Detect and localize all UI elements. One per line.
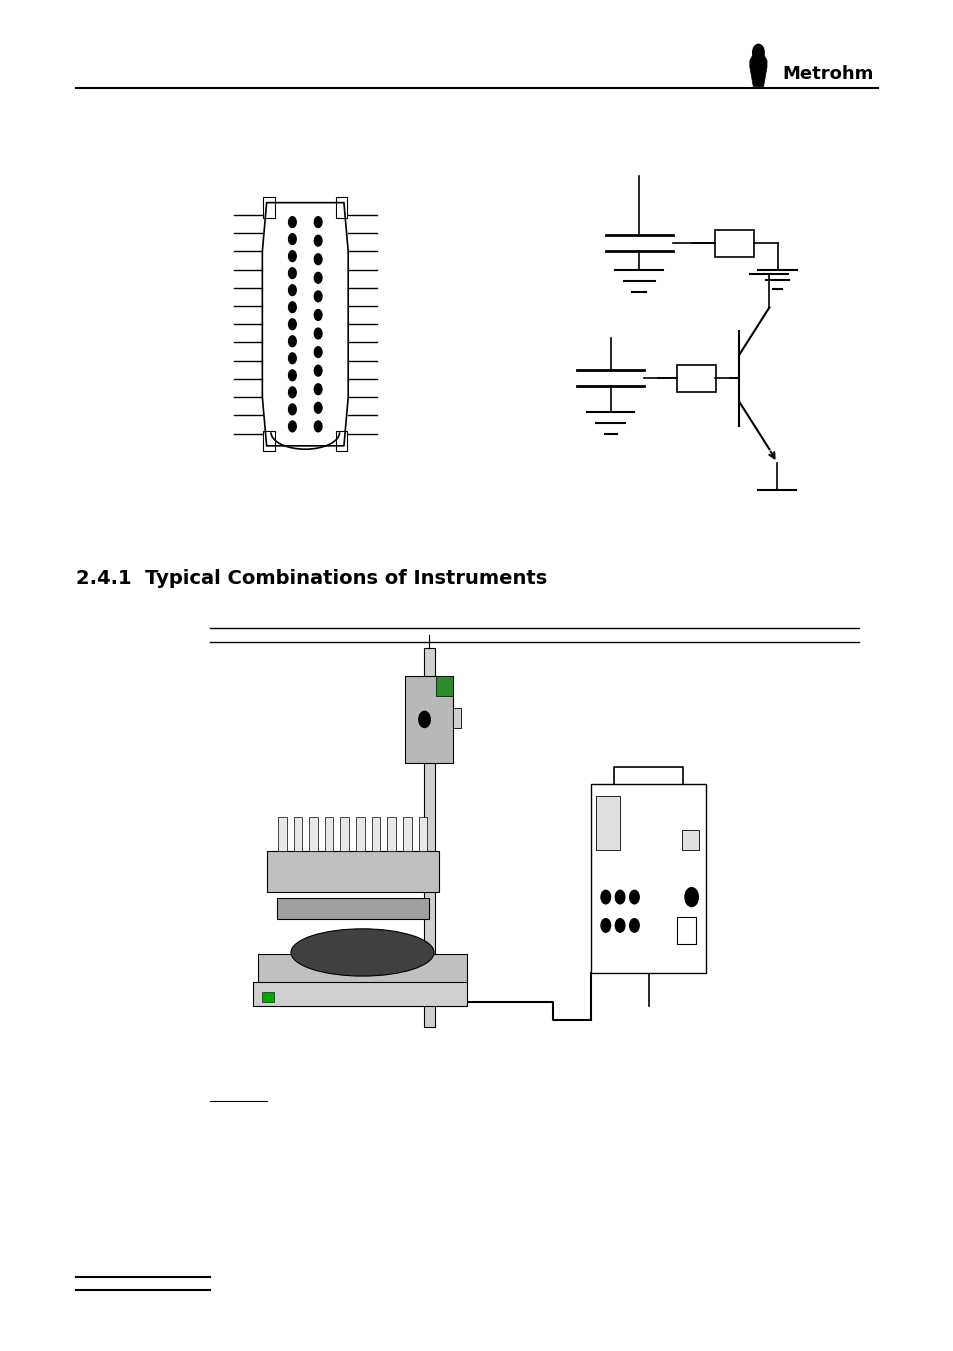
Circle shape [314,254,321,265]
Bar [387,817,395,851]
Circle shape [314,403,321,413]
Bar [596,796,619,850]
Bar [325,817,334,851]
Circle shape [288,319,295,330]
Bar [276,898,429,919]
Bar [453,708,460,728]
Circle shape [288,353,295,363]
Bar [263,431,274,451]
Bar [405,676,453,763]
Circle shape [288,386,295,397]
Polygon shape [749,54,766,86]
Bar [402,817,411,851]
Text: 2.4.1  Typical Combinations of Instruments: 2.4.1 Typical Combinations of Instrument… [76,569,547,588]
Circle shape [314,384,321,394]
Bar [340,817,349,851]
Circle shape [314,290,321,301]
Circle shape [629,890,639,904]
Circle shape [288,404,295,415]
Bar [335,431,347,451]
Circle shape [314,309,321,320]
Circle shape [615,919,624,932]
Circle shape [629,919,639,932]
Bar [335,197,347,218]
Bar [267,851,438,892]
Circle shape [288,370,295,381]
Circle shape [684,888,698,907]
Circle shape [314,365,321,376]
Circle shape [288,422,295,432]
Bar [591,784,705,973]
Circle shape [288,336,295,347]
Circle shape [288,267,295,278]
Circle shape [418,711,430,727]
Bar [309,817,317,851]
Bar [277,817,286,851]
Circle shape [288,251,295,262]
Bar [257,954,467,984]
Bar [263,197,274,218]
Circle shape [288,234,295,245]
Bar [677,365,715,392]
Bar [253,982,467,1006]
Bar [423,648,435,1027]
Circle shape [314,216,321,227]
Bar [715,230,753,257]
Circle shape [288,285,295,296]
Circle shape [600,890,610,904]
Bar [372,817,380,851]
Circle shape [288,216,295,227]
Bar [681,830,699,850]
Bar [355,817,364,851]
Circle shape [314,422,321,432]
Bar [294,817,302,851]
Text: Metrohm: Metrohm [781,65,873,84]
Circle shape [314,328,321,339]
Bar [262,992,274,1002]
Ellipse shape [291,929,434,975]
Circle shape [600,919,610,932]
Circle shape [752,45,763,61]
Circle shape [615,890,624,904]
Bar [677,917,696,944]
Circle shape [288,301,295,312]
Circle shape [314,235,321,246]
Bar [418,817,427,851]
Circle shape [314,273,321,284]
Circle shape [314,347,321,358]
Bar [436,676,453,696]
